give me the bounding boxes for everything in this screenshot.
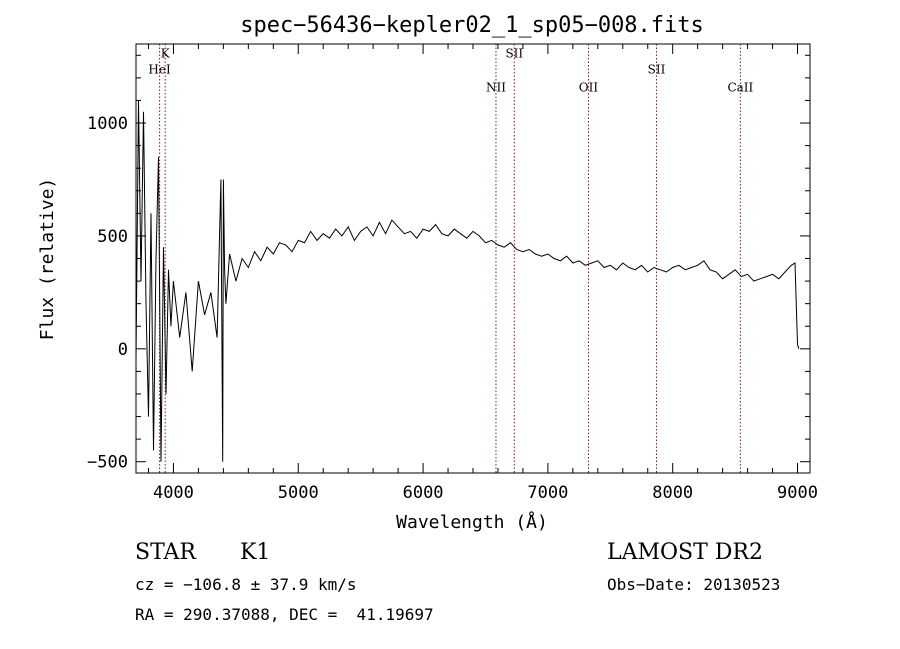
spectral-line-label: CaII [727,80,753,94]
redshift-line: cz = −106.8 ± 37.9 km/s [135,575,357,594]
spectral-line-label: HeI [148,62,171,76]
y-tick-label: 500 [97,227,128,247]
spectral-line-label: K [161,47,171,61]
x-tick-label: 5000 [278,483,319,503]
spectral-line-label: SII [505,47,523,61]
x-axis-label: Wavelength (Å) [396,511,548,533]
x-tick-label: 6000 [403,483,444,503]
x-tick-label: 7000 [527,483,568,503]
y-tick-label: −500 [87,453,128,473]
spectral-line-label: OII [579,80,599,94]
y-tick-label: 0 [118,340,128,360]
coordinates: RA = 290.37088, DEC = 41.19697 [135,605,434,624]
spectral-line-label: SII [648,62,666,76]
obs-date: Obs−Date: 20130523 [607,575,781,594]
plot-frame [135,43,811,474]
subclass: K1 [240,540,271,565]
survey-name: LAMOST DR2 [607,540,763,565]
x-tick-label: 9000 [777,483,818,503]
chart-title: spec−56436−kepler02_1_sp05−008.fits [240,13,704,38]
y-axis-label: Flux (relative) [37,178,58,341]
axis-ticks: 4000 5000 6000 7000 8000 9000 −500 0 500 1000 [87,44,818,503]
x-tick-label: 8000 [652,483,693,503]
object-type: STAR [135,540,196,565]
y-tick-label: 1000 [87,114,128,134]
x-tick-label: 4000 [153,483,194,503]
spectrum-line [135,100,800,462]
spectral-line-label: NII [486,80,506,94]
